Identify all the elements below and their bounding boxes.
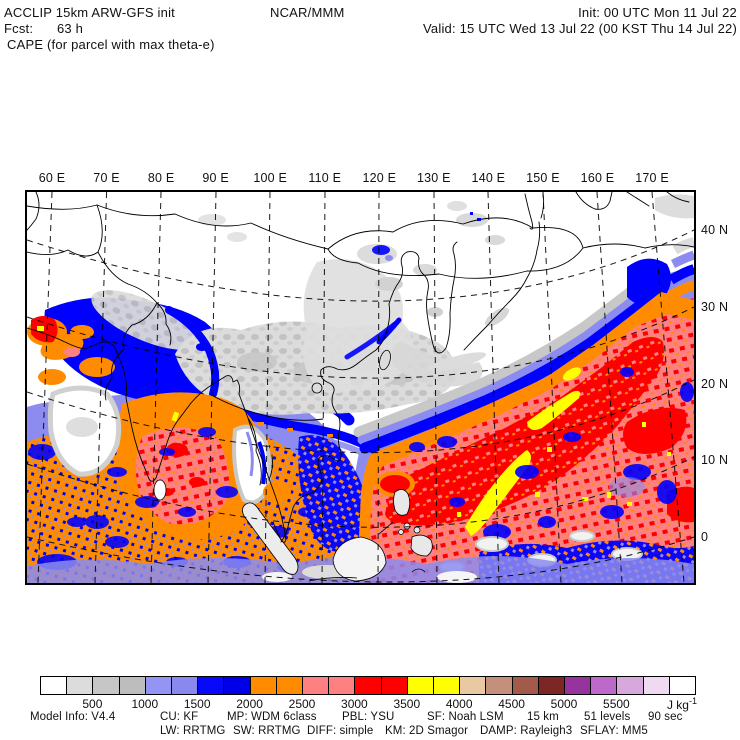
- colorbar-cell: [590, 676, 617, 695]
- lon-tick-label: 120 E: [362, 171, 397, 185]
- colorbar-tick-label: 1500: [183, 697, 211, 711]
- colorbar-tick-label: 500: [82, 697, 103, 711]
- model-info-item: PBL: YSU: [342, 711, 395, 723]
- colorbar-cell: [276, 676, 303, 695]
- lon-tick-label: 150 E: [526, 171, 560, 185]
- lon-tick-label: 70 E: [93, 171, 120, 185]
- colorbar-tick-label: 5000: [550, 697, 578, 711]
- colorbar-cell: [250, 676, 277, 695]
- fcst-value: 63 h: [57, 21, 84, 36]
- colorbar-cell: [171, 676, 198, 695]
- colorbar-cell: [302, 676, 329, 695]
- colorbar-cell: [512, 676, 539, 695]
- colorbar-cell: [66, 676, 93, 695]
- lat-tick-label: 20 N: [701, 376, 729, 391]
- lon-tick-label: 130 E: [417, 171, 451, 185]
- colorbar-cell: [145, 676, 172, 695]
- model-title: ACCLIP 15km ARW-GFS init: [4, 5, 175, 20]
- colorbar-cell: [643, 676, 670, 695]
- lon-tick-label: 170 E: [635, 171, 669, 185]
- institution-label: NCAR/MMM: [270, 5, 345, 20]
- model-info-item: KM: 2D Smagor: [385, 725, 469, 737]
- colorbar-cell: [328, 676, 355, 695]
- model-info-item: 51 levels: [584, 711, 631, 723]
- lat-tick-label: 10 N: [701, 453, 729, 468]
- valid-time-label: Valid: 15 UTC Wed 13 Jul 22 (00 KST Thu …: [423, 21, 737, 36]
- colorbar-tick-label: 3500: [393, 697, 421, 711]
- model-info-item: SW: RRTMG: [233, 725, 301, 737]
- colorbar-tick-label: 5500: [603, 697, 630, 711]
- lon-tick-label: 140 E: [471, 171, 506, 185]
- colorbar: [40, 676, 696, 695]
- colorbar-unit: J kg-1: [666, 696, 697, 712]
- colorbar-cell: [669, 676, 696, 695]
- colorbar-cell: [354, 676, 382, 695]
- colorbar-cell: [119, 676, 146, 695]
- colorbar-cell: [92, 676, 120, 695]
- fcst-label: Fcst:: [4, 21, 34, 36]
- lon-tick-label: 160 E: [580, 171, 615, 185]
- model-info-item: 15 km: [527, 711, 559, 723]
- model-info-item: Model Info: V4.4: [30, 711, 116, 723]
- lat-tick-label: 0: [701, 530, 709, 544]
- model-info-item: CU: KF: [160, 711, 199, 723]
- model-info-item: MP: WDM 6class: [227, 711, 317, 723]
- colorbar-cell: [485, 676, 513, 695]
- colorbar-cell: [538, 676, 565, 695]
- lon-tick-label: 100 E: [253, 171, 288, 185]
- colorbar-tick-label: 2500: [288, 697, 316, 711]
- lon-tick-label: 110 E: [308, 171, 342, 185]
- model-info-item: DAMP: Rayleigh3: [480, 725, 573, 737]
- lon-tick-label: 60 E: [38, 171, 66, 185]
- colorbar-tick-label: 1000: [131, 697, 159, 711]
- colorbar-cell: [564, 676, 591, 695]
- model-info-item: SF: Noah LSM: [427, 711, 504, 723]
- colorbar-cell: [616, 676, 644, 695]
- colorbar-tick-label: 3000: [341, 697, 368, 711]
- variable-title: CAPE (for parcel with max theta-e): [7, 37, 215, 52]
- colorbar-cell: [223, 676, 251, 695]
- colorbar-tick-label: 4500: [498, 697, 525, 711]
- lat-tick-label: 40 N: [701, 223, 729, 237]
- model-info-item: 90 sec: [648, 711, 683, 723]
- colorbar-cell: [197, 676, 224, 695]
- model-info-item: LW: RRTMG: [160, 725, 226, 737]
- colorbar-cell: [459, 676, 486, 695]
- colorbar-cell: [407, 676, 434, 695]
- lat-tick-label: 30 N: [701, 299, 729, 314]
- lon-tick-label: 90 E: [202, 171, 229, 185]
- lon-tick-label: 80 E: [147, 171, 175, 185]
- colorbar-tick-label: 4000: [445, 697, 473, 711]
- cape-field-plot: [27, 192, 694, 583]
- model-info-item: DIFF: simple: [307, 725, 374, 737]
- colorbar-cell: [433, 676, 460, 695]
- model-info-item: SFLAY: MM5: [580, 725, 648, 737]
- colorbar-cell: [40, 676, 67, 695]
- colorbar-cell: [381, 676, 408, 695]
- colorbar-tick-label: 2000: [236, 697, 263, 711]
- init-time-label: Init: 00 UTC Mon 11 Jul 22: [578, 5, 737, 20]
- cape-map: [25, 190, 696, 585]
